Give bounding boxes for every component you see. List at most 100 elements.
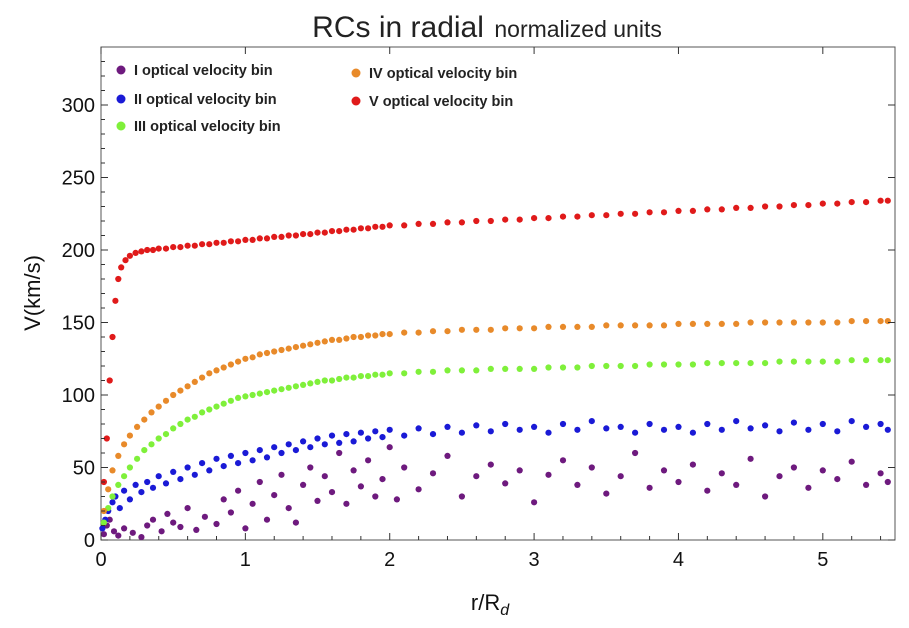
data-point xyxy=(531,215,538,222)
data-point xyxy=(184,464,191,471)
data-point xyxy=(365,435,372,442)
data-point xyxy=(617,423,624,430)
data-point xyxy=(848,418,855,425)
data-point xyxy=(249,354,256,361)
data-point xyxy=(733,204,740,211)
data-point xyxy=(177,476,184,483)
data-point xyxy=(444,328,451,335)
data-point xyxy=(877,318,884,325)
data-point xyxy=(100,519,107,526)
data-point xyxy=(747,204,754,211)
data-point xyxy=(155,473,162,480)
data-point xyxy=(704,360,711,367)
x-tick-label: 2 xyxy=(384,549,395,571)
data-point xyxy=(350,467,357,474)
data-point xyxy=(502,365,509,372)
data-point xyxy=(704,487,711,494)
data-point xyxy=(242,449,249,457)
data-point xyxy=(206,406,213,413)
data-point xyxy=(516,426,523,433)
data-point xyxy=(336,449,343,457)
x-axis-label: r/Rd xyxy=(471,590,510,619)
data-points xyxy=(99,197,891,541)
data-point xyxy=(328,489,336,496)
data-point xyxy=(401,222,408,229)
data-point xyxy=(106,377,113,384)
data-point xyxy=(646,484,653,491)
data-point xyxy=(292,383,299,390)
data-point xyxy=(126,252,133,259)
data-point xyxy=(201,513,208,520)
data-point xyxy=(184,505,191,512)
data-point xyxy=(531,499,538,506)
data-point xyxy=(805,319,812,326)
y-tick-label: 100 xyxy=(62,385,95,407)
data-point xyxy=(372,428,379,435)
data-point xyxy=(138,534,145,541)
data-point xyxy=(884,426,891,433)
chart-title-main: RCs in radial xyxy=(312,11,484,44)
data-point xyxy=(819,420,826,428)
data-point xyxy=(336,439,343,446)
data-point xyxy=(848,357,855,364)
data-point xyxy=(249,236,256,243)
data-point xyxy=(300,381,307,388)
data-point xyxy=(675,207,682,214)
data-point xyxy=(819,319,826,326)
data-point xyxy=(473,217,480,225)
data-point xyxy=(834,428,841,435)
data-point xyxy=(307,464,314,471)
data-point xyxy=(848,199,855,206)
data-point xyxy=(545,429,552,436)
data-point xyxy=(134,455,141,462)
legend-marker xyxy=(351,96,361,106)
data-point xyxy=(603,322,610,329)
data-point xyxy=(350,333,357,341)
data-point xyxy=(603,490,610,497)
data-point xyxy=(227,509,234,516)
data-point xyxy=(660,361,668,368)
data-point xyxy=(545,323,552,330)
data-point xyxy=(884,318,891,325)
data-point xyxy=(328,377,336,384)
data-point xyxy=(516,365,523,372)
data-point xyxy=(350,374,357,381)
data-point xyxy=(401,432,408,439)
data-point xyxy=(307,231,314,238)
data-point xyxy=(300,481,307,488)
legend-label: III optical velocity bin xyxy=(134,119,281,135)
data-point xyxy=(805,426,812,433)
data-point xyxy=(263,235,271,242)
data-point xyxy=(256,478,263,486)
data-point xyxy=(444,219,451,226)
data-point xyxy=(487,428,494,435)
data-point xyxy=(271,348,278,355)
data-point xyxy=(110,528,118,535)
data-point xyxy=(574,364,581,371)
data-point xyxy=(379,434,386,441)
data-point xyxy=(126,496,133,503)
data-point xyxy=(343,335,350,342)
data-point xyxy=(473,422,480,429)
data-point xyxy=(99,525,106,532)
data-point xyxy=(314,435,321,442)
series-5 xyxy=(100,197,891,486)
x-tick-label: 0 xyxy=(95,549,106,571)
data-point xyxy=(819,467,826,474)
data-point xyxy=(292,447,299,454)
data-point xyxy=(336,375,343,383)
y-tick-label: 250 xyxy=(62,168,95,190)
data-point xyxy=(235,238,242,245)
data-point xyxy=(103,435,110,442)
legend-label: V optical velocity bin xyxy=(369,94,513,110)
data-point xyxy=(877,470,884,477)
data-point xyxy=(336,336,343,343)
data-point xyxy=(848,458,855,465)
data-point xyxy=(158,528,165,535)
data-point xyxy=(328,432,336,439)
data-point xyxy=(155,435,162,442)
data-point xyxy=(213,403,220,410)
data-point xyxy=(115,452,122,459)
data-point xyxy=(502,480,509,487)
data-point xyxy=(199,460,206,467)
